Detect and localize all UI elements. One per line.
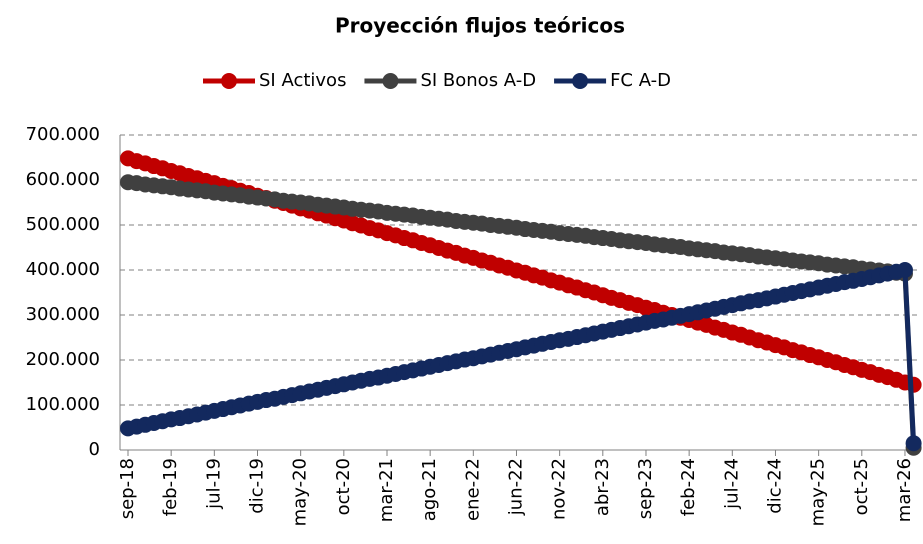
x-tick-label: oct-20 bbox=[333, 458, 354, 515]
y-tick-label: 400.000 bbox=[26, 259, 100, 280]
x-tick-label: feb-24 bbox=[678, 458, 699, 516]
legend-marker bbox=[221, 73, 237, 89]
x-tick-label: feb-19 bbox=[160, 458, 181, 516]
x-tick-label: jun-22 bbox=[505, 458, 526, 516]
y-tick-label: 300.000 bbox=[26, 304, 100, 325]
legend-label: FC A-D bbox=[610, 70, 671, 91]
x-tick-label: oct-25 bbox=[851, 458, 872, 515]
x-tick-label: jul-19 bbox=[203, 458, 224, 510]
x-tick-label: mar-21 bbox=[376, 458, 397, 522]
legend-label: SI Activos bbox=[259, 70, 346, 91]
x-tick-label: dic-24 bbox=[764, 458, 785, 514]
y-tick-label: 500.000 bbox=[26, 214, 100, 235]
y-tick-label: 200.000 bbox=[26, 349, 100, 370]
x-tick-label: ene-22 bbox=[462, 458, 483, 521]
x-tick-label: sep-18 bbox=[117, 458, 138, 519]
x-tick-label: sep-23 bbox=[635, 458, 656, 519]
x-tick-label: abr-23 bbox=[592, 458, 613, 516]
x-tick-label: dic-19 bbox=[246, 458, 267, 514]
x-tick-label: mar-26 bbox=[894, 458, 915, 522]
x-tick-label: ago-21 bbox=[419, 458, 440, 521]
x-tick-label: may-25 bbox=[808, 458, 829, 526]
x-tick-label: nov-22 bbox=[549, 458, 570, 520]
series-marker bbox=[896, 262, 913, 278]
x-tick-label: jul-24 bbox=[721, 458, 742, 510]
x-tick-label: may-20 bbox=[290, 458, 311, 526]
legend-marker bbox=[572, 73, 589, 89]
y-tick-label: 600.000 bbox=[26, 169, 100, 190]
chart-title: Proyección flujos teóricos bbox=[335, 14, 625, 38]
series-marker bbox=[905, 435, 922, 452]
legend-label: SI Bonos A-D bbox=[420, 70, 536, 91]
legend-marker bbox=[382, 73, 399, 89]
y-tick-label: 0 bbox=[89, 439, 100, 460]
y-tick-label: 700.000 bbox=[26, 124, 100, 145]
y-tick-label: 100.000 bbox=[26, 394, 100, 415]
